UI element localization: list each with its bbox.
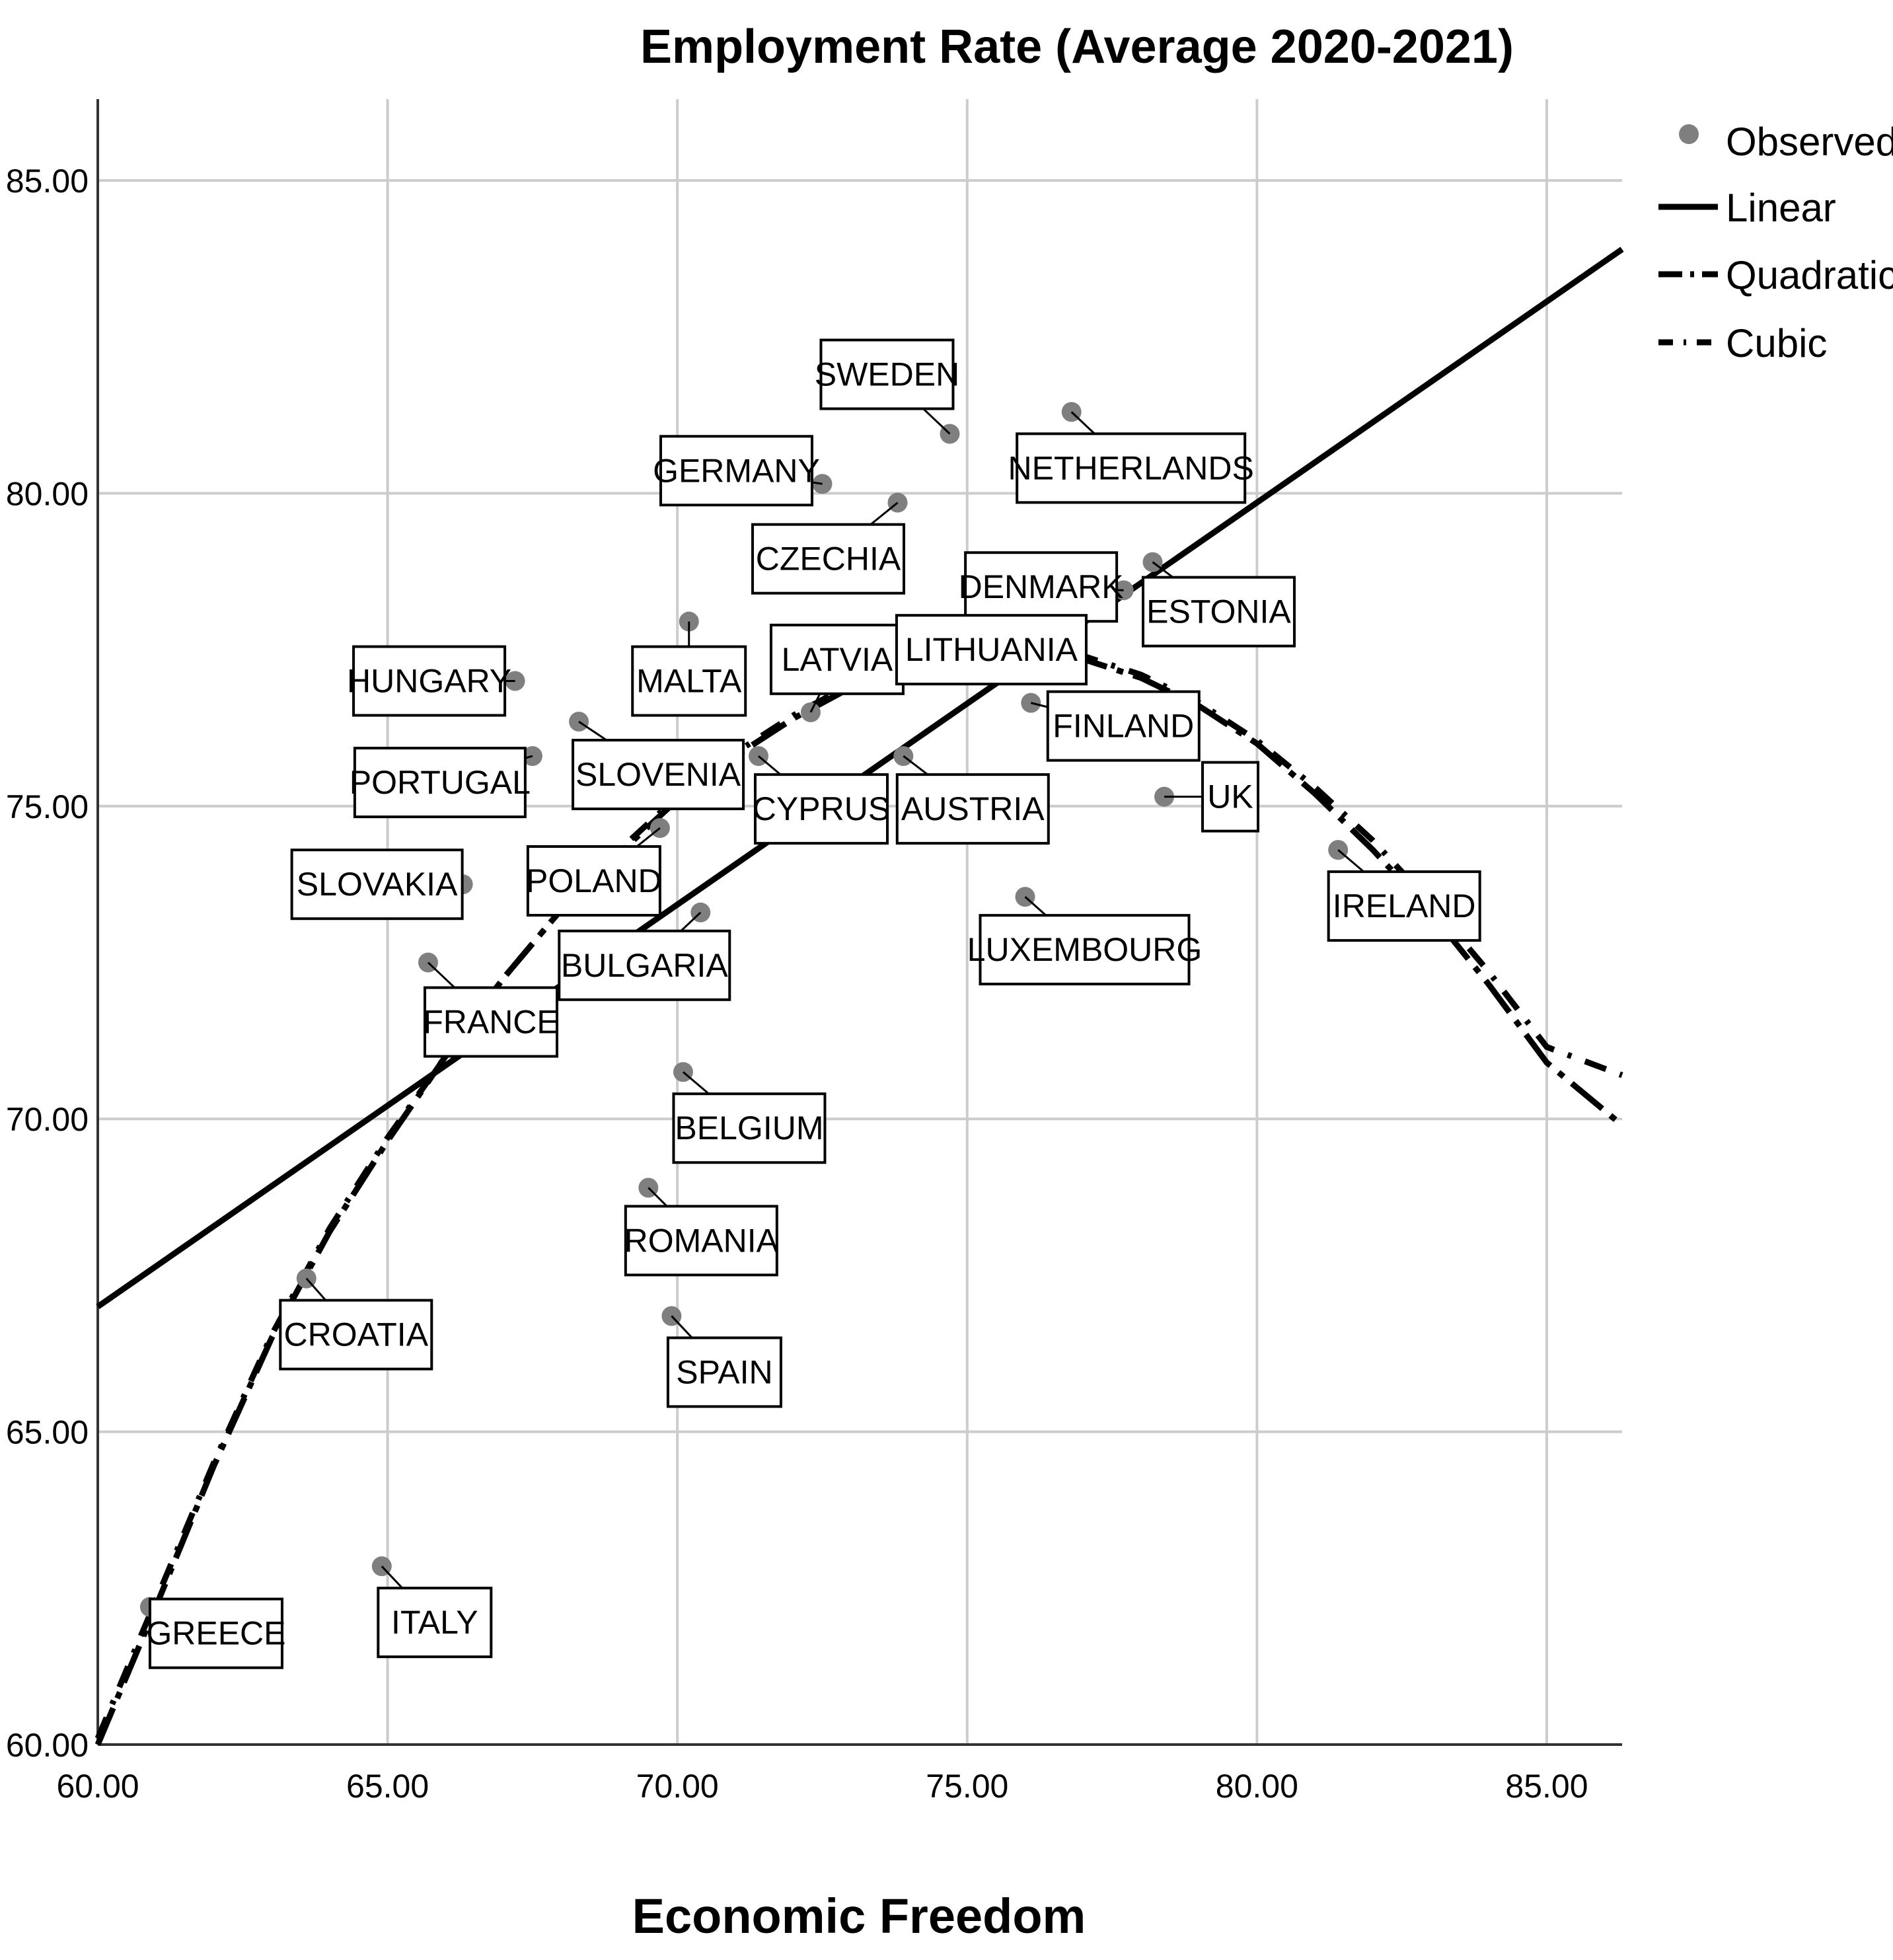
point-label: MALTA — [636, 663, 742, 700]
point-label: NETHERLANDS — [1008, 449, 1254, 486]
point-label: FINLAND — [1053, 708, 1194, 745]
point-label: PORTUGAL — [350, 764, 531, 801]
y-tick-label: 85.00 — [6, 163, 89, 200]
point-label: SWEDEN — [815, 356, 959, 393]
point-label: CROATIA — [284, 1316, 429, 1353]
point-label: GERMANY — [653, 452, 820, 489]
x-tick-label: 85.00 — [1505, 1768, 1588, 1805]
point-label: POLAND — [526, 862, 662, 899]
x-tick-label: 75.00 — [926, 1768, 1008, 1805]
point-label: LUXEMBOURG — [967, 931, 1203, 968]
point-label: HUNGARY — [347, 662, 511, 699]
legend-cubic-label: Cubic — [1726, 321, 1827, 365]
legend-observed-marker — [1679, 124, 1699, 144]
point-label: SPAIN — [676, 1353, 772, 1390]
y-tick-label: 75.00 — [6, 788, 89, 825]
legend-linear-label: Linear — [1726, 186, 1836, 230]
x-tick-label: 70.00 — [636, 1768, 719, 1805]
x-tick-label: 65.00 — [346, 1768, 429, 1805]
x-axis-title: Economic Freedom — [632, 1889, 1086, 1943]
point-label: DENMARK — [959, 568, 1124, 605]
point-label: GREECE — [146, 1615, 285, 1652]
point-label: IRELAND — [1333, 887, 1476, 924]
y-tick-label: 80.00 — [6, 475, 89, 512]
point-label: BULGARIA — [561, 947, 729, 984]
point-label: CZECHIA — [756, 541, 901, 578]
point-label: AUSTRIA — [901, 790, 1045, 827]
scatter-chart: 60.00 65.00 70.00 75.00 80.00 85.00 60.00 65.0… — [0, 0, 1893, 1960]
point-label: SLOVAKIA — [297, 866, 458, 903]
chart-title: Employment Rate (Average 2020-2021) — [640, 20, 1514, 73]
point-label: FRANCE — [423, 1004, 559, 1041]
point-label: UK — [1207, 778, 1253, 815]
point-label: ITALY — [391, 1604, 478, 1641]
y-tick-label: 60.00 — [6, 1727, 89, 1764]
point-label: BELGIUM — [675, 1110, 823, 1147]
point-label: LATVIA — [782, 641, 893, 678]
point-label: ROMANIA — [624, 1222, 779, 1259]
chart-background — [0, 0, 1893, 1960]
x-tick-label: 60.00 — [56, 1768, 139, 1805]
legend-quadratic-label: Quadratic — [1726, 253, 1893, 297]
x-tick-label: 80.00 — [1216, 1768, 1298, 1805]
legend-observed-label: Observed — [1726, 120, 1893, 164]
point-label: ESTONIA — [1146, 593, 1291, 630]
point-label: SLOVENIA — [575, 756, 741, 793]
y-tick-label: 65.00 — [6, 1414, 89, 1451]
y-tick-label: 70.00 — [6, 1101, 89, 1138]
point-label: LITHUANIA — [905, 631, 1078, 668]
point-label: CYPRUS — [753, 790, 890, 827]
